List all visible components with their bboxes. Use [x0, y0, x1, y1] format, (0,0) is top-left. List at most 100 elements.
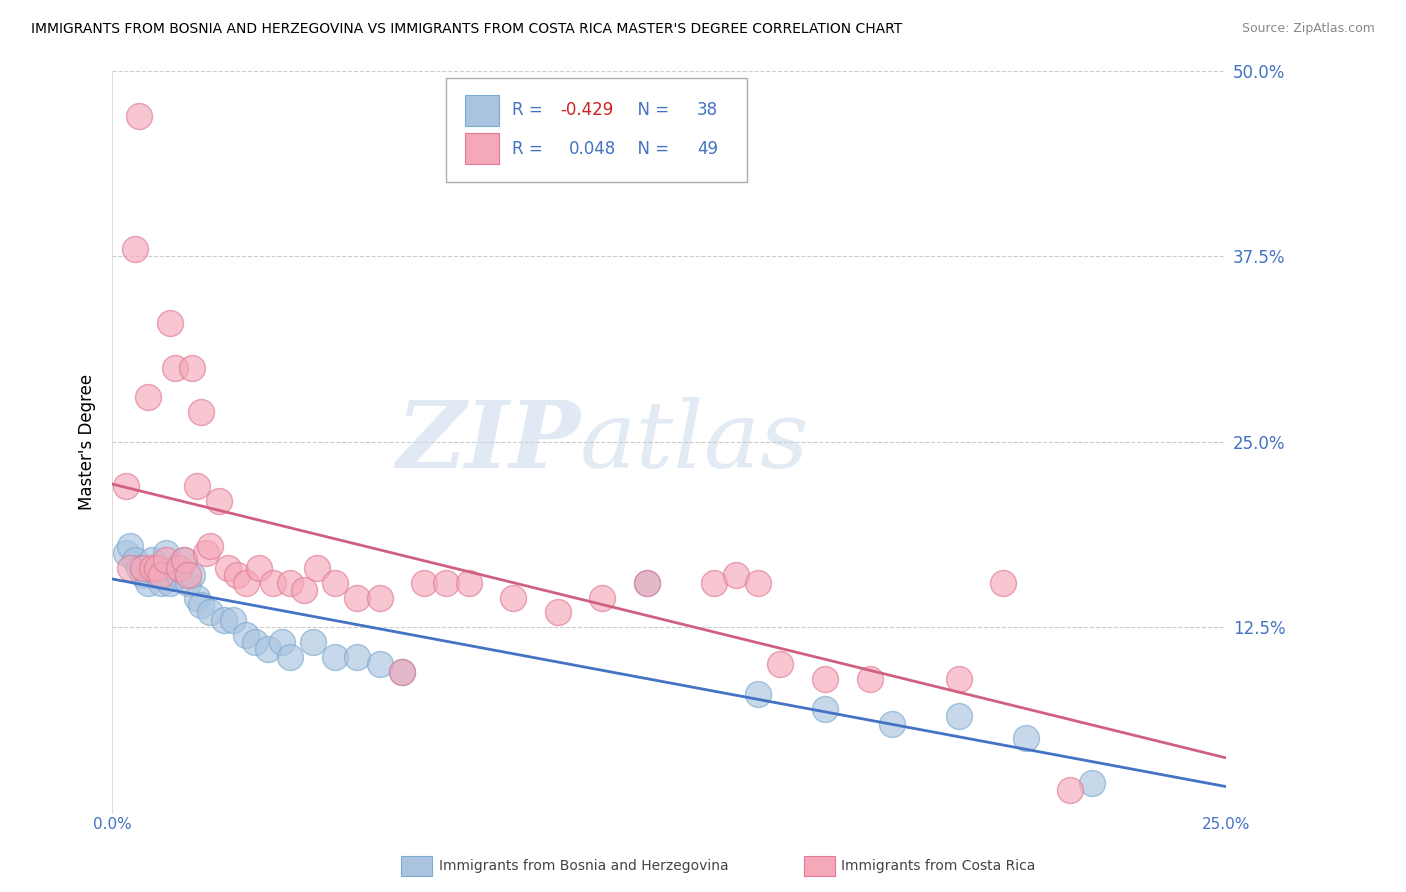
Point: [221, 613, 243, 627]
Point: [155, 553, 177, 567]
Point: [124, 553, 146, 567]
Point: [257, 642, 280, 657]
Point: [141, 553, 163, 567]
Point: [280, 575, 302, 590]
Point: [948, 672, 970, 686]
Point: [993, 575, 1015, 590]
Y-axis label: Master's Degree: Master's Degree: [79, 374, 96, 510]
Point: [194, 546, 217, 560]
Point: [368, 591, 391, 605]
Point: [368, 657, 391, 672]
Point: [177, 575, 200, 590]
Text: Immigrants from Costa Rica: Immigrants from Costa Rica: [841, 859, 1035, 873]
Point: [120, 539, 142, 553]
Point: [724, 568, 747, 582]
Text: Source: ZipAtlas.com: Source: ZipAtlas.com: [1241, 22, 1375, 36]
Point: [769, 657, 792, 672]
Point: [159, 316, 181, 330]
Point: [146, 561, 169, 575]
Point: [136, 575, 159, 590]
Point: [173, 553, 195, 567]
Point: [235, 627, 257, 641]
Point: [163, 360, 186, 375]
Point: [323, 649, 346, 664]
Text: R =: R =: [512, 140, 554, 158]
Point: [391, 665, 413, 679]
Text: 49: 49: [697, 140, 718, 158]
Point: [547, 605, 569, 619]
Point: [880, 716, 903, 731]
Point: [307, 561, 329, 575]
Point: [186, 479, 208, 493]
Point: [141, 561, 163, 575]
Point: [159, 575, 181, 590]
Point: [301, 635, 323, 649]
Point: [413, 575, 436, 590]
Text: 38: 38: [697, 102, 718, 120]
Point: [346, 649, 368, 664]
FancyBboxPatch shape: [465, 133, 499, 164]
Point: [247, 561, 270, 575]
Point: [212, 613, 235, 627]
Point: [136, 390, 159, 404]
Point: [132, 568, 155, 582]
Point: [128, 109, 150, 123]
Point: [270, 635, 292, 649]
Point: [1014, 731, 1036, 746]
Text: Immigrants from Bosnia and Herzegovina: Immigrants from Bosnia and Herzegovina: [439, 859, 728, 873]
Point: [200, 605, 222, 619]
Point: [1059, 783, 1081, 797]
Point: [591, 591, 613, 605]
Point: [155, 546, 177, 560]
Point: [262, 575, 284, 590]
Point: [163, 561, 186, 575]
Point: [457, 575, 479, 590]
Point: [280, 649, 302, 664]
Text: N =: N =: [627, 140, 673, 158]
Text: atlas: atlas: [581, 397, 810, 487]
Text: 0.048: 0.048: [569, 140, 616, 158]
Point: [200, 539, 222, 553]
Text: N =: N =: [627, 102, 673, 120]
Point: [636, 575, 658, 590]
Point: [208, 494, 231, 508]
Point: [636, 575, 658, 590]
Point: [146, 568, 169, 582]
Point: [434, 575, 457, 590]
Point: [217, 561, 239, 575]
FancyBboxPatch shape: [465, 95, 499, 126]
Point: [150, 568, 173, 582]
Point: [190, 405, 212, 419]
Point: [167, 561, 190, 575]
Point: [114, 546, 136, 560]
Point: [292, 583, 315, 598]
Point: [226, 568, 249, 582]
Point: [150, 575, 173, 590]
Point: [814, 672, 837, 686]
FancyBboxPatch shape: [446, 78, 747, 182]
Text: -0.429: -0.429: [560, 102, 613, 120]
Point: [323, 575, 346, 590]
Point: [190, 598, 212, 612]
Point: [132, 561, 155, 575]
Point: [177, 568, 200, 582]
Point: [243, 635, 266, 649]
Point: [858, 672, 880, 686]
Point: [186, 591, 208, 605]
Point: [120, 561, 142, 575]
Point: [1081, 776, 1104, 790]
Point: [181, 568, 204, 582]
Point: [747, 687, 769, 701]
Point: [173, 553, 195, 567]
Text: IMMIGRANTS FROM BOSNIA AND HERZEGOVINA VS IMMIGRANTS FROM COSTA RICA MASTER'S DE: IMMIGRANTS FROM BOSNIA AND HERZEGOVINA V…: [31, 22, 903, 37]
Point: [814, 702, 837, 716]
Point: [703, 575, 725, 590]
Point: [346, 591, 368, 605]
Point: [181, 360, 204, 375]
Text: ZIP: ZIP: [395, 397, 581, 487]
Point: [502, 591, 524, 605]
Point: [114, 479, 136, 493]
Point: [391, 665, 413, 679]
Point: [124, 242, 146, 256]
Text: R =: R =: [512, 102, 548, 120]
